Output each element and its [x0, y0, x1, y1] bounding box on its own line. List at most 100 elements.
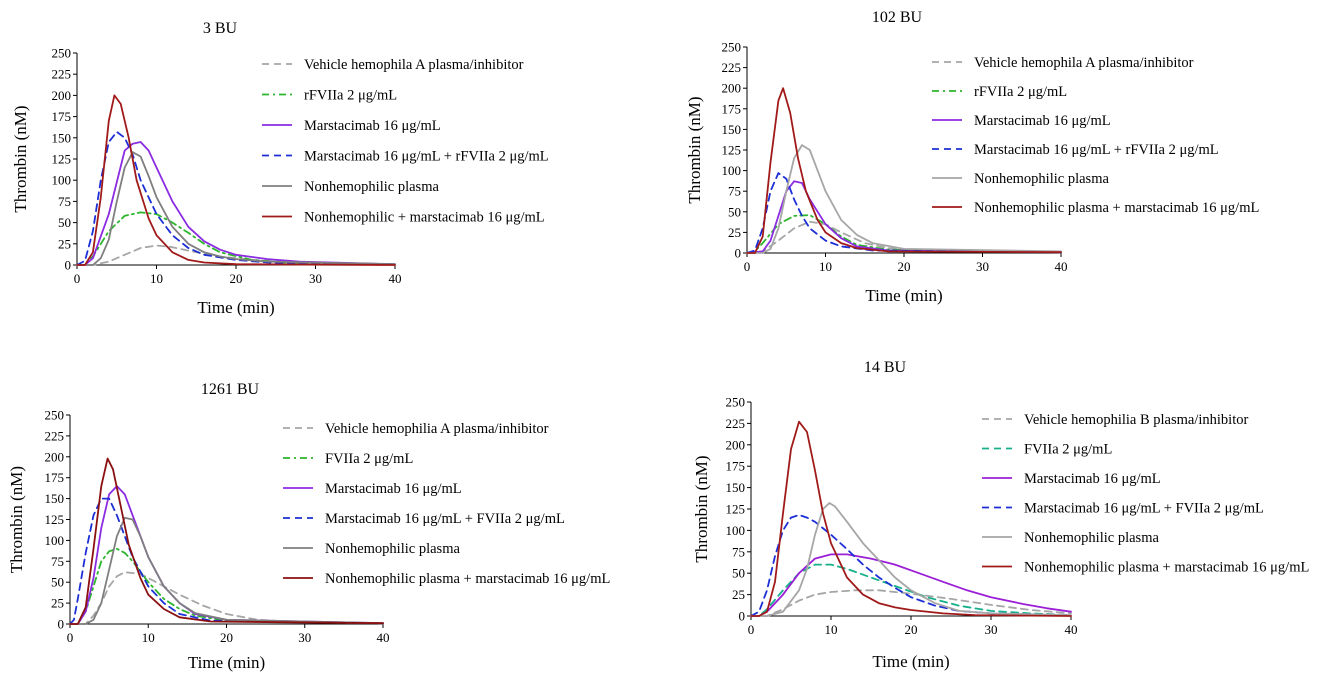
y-tick-label: 0 [65, 258, 72, 273]
series-line [76, 141, 396, 266]
series-line [69, 547, 384, 625]
x-tick-label: 0 [67, 630, 74, 645]
y-axis-title: Thrombin (nM) [685, 96, 704, 203]
y-tick-label: 25 [58, 236, 71, 251]
series-line [746, 144, 1062, 254]
x-axis-title: Time (min) [872, 652, 949, 671]
x-tick-label: 40 [377, 630, 390, 645]
y-tick-label: 50 [58, 215, 71, 230]
series-line [69, 497, 384, 625]
x-axis-title: Time (min) [188, 653, 265, 672]
series-line [750, 553, 1072, 617]
x-tick-label: 40 [1055, 259, 1068, 274]
legend-label: FVIIa 2 μg/mL [1024, 442, 1112, 458]
series-line [76, 151, 396, 266]
chart-panel: 1261 BU 0 25 50 75 100 125 150 175 200 225 250 0 10 20… [7, 381, 610, 672]
chart-title: 102 BU [872, 9, 923, 26]
chart-title: 14 BU [864, 359, 907, 376]
chart-panel: 102 BU 0 25 50 75 100 125 150 175 200 225 250 0 10 20 3… [685, 9, 1259, 305]
x-tick-label: 10 [142, 630, 155, 645]
chart-title: 3 BU [203, 20, 238, 37]
x-tick-label: 30 [976, 259, 989, 274]
legend-label: Nonhemophilic + marstacimab 16 μg/mL [304, 210, 545, 226]
legend-label: Marstacimab 16 μg/mL + rFVIIa 2 μg/mL [974, 142, 1219, 158]
y-tick-label: 200 [52, 88, 72, 103]
legend-label: Marstacimab 16 μg/mL [325, 481, 462, 497]
x-tick-label: 20 [905, 622, 918, 637]
y-tick-label: 125 [726, 502, 746, 517]
legend-label: Nonhemophilic plasma + marstacimab 16 μg… [974, 200, 1259, 216]
y-tick-label: 50 [732, 566, 745, 581]
y-tick-label: 250 [722, 40, 742, 55]
y-tick-label: 175 [52, 109, 72, 124]
y-axis-title: Thrombin (nM) [7, 466, 26, 573]
y-tick-label: 250 [52, 46, 72, 61]
x-axis-title: Time (min) [197, 298, 274, 317]
x-tick-label: 0 [744, 259, 751, 274]
y-tick-label: 25 [728, 225, 741, 240]
y-tick-label: 100 [726, 523, 746, 538]
y-tick-label: 100 [45, 533, 65, 548]
y-tick-label: 100 [52, 173, 72, 188]
series-line [746, 180, 1062, 254]
series-line [69, 516, 384, 625]
series-line [69, 571, 384, 625]
y-tick-label: 225 [52, 67, 72, 82]
series-line [750, 514, 1072, 617]
chart-title: 1261 BU [201, 381, 260, 398]
x-tick-label: 10 [819, 259, 832, 274]
y-tick-label: 200 [722, 81, 742, 96]
legend-label: Nonhemophilic plasma [325, 541, 460, 557]
y-tick-label: 250 [726, 395, 746, 410]
y-tick-label: 225 [722, 60, 742, 75]
y-tick-label: 175 [722, 101, 742, 116]
legend-label: Vehicle hemophilia A plasma/inhibitor [325, 421, 549, 437]
y-tick-label: 200 [726, 437, 746, 452]
series-line [69, 457, 384, 625]
legend-label: Vehicle hemophila A plasma/inhibitor [304, 57, 524, 73]
y-tick-label: 175 [45, 470, 65, 485]
chart-panel: 14 BU 0 25 50 75 100 125 150 175 200 225 250 0 10 20 30… [692, 359, 1309, 671]
series-line [76, 94, 396, 266]
y-tick-label: 250 [45, 408, 65, 423]
y-tick-label: 150 [52, 130, 72, 145]
y-tick-label: 100 [722, 163, 742, 178]
y-axis-title: Thrombin (nM) [692, 455, 711, 562]
y-tick-label: 25 [732, 587, 745, 602]
y-tick-label: 50 [51, 575, 64, 590]
chart-panel: 3 BU 0 25 50 75 100 125 150 175 200 225 250 0 10 20 30 4… [11, 20, 549, 317]
y-tick-label: 75 [51, 554, 64, 569]
y-tick-label: 75 [732, 544, 745, 559]
x-tick-label: 0 [748, 622, 755, 637]
y-tick-label: 0 [58, 617, 65, 632]
x-tick-label: 20 [230, 271, 243, 286]
y-axis-title: Thrombin (nM) [11, 105, 30, 212]
y-tick-label: 175 [726, 459, 746, 474]
y-tick-label: 150 [722, 122, 742, 137]
y-tick-label: 125 [722, 143, 742, 158]
series-line [750, 589, 1072, 617]
y-tick-label: 150 [45, 491, 65, 506]
x-tick-label: 40 [389, 271, 402, 286]
x-tick-label: 20 [220, 630, 233, 645]
legend-label: Marstacimab 16 μg/mL + FVIIa 2 μg/mL [325, 511, 565, 527]
legend-label: Nonhemophilic plasma + marstacimab 16 μg… [325, 571, 610, 587]
series-line [746, 87, 1062, 254]
series-line [750, 502, 1072, 617]
y-tick-label: 125 [45, 512, 65, 527]
legend-label: Vehicle hemophila A plasma/inhibitor [974, 55, 1194, 71]
y-tick-label: 225 [726, 416, 746, 431]
legend-label: Nonhemophilic plasma + marstacimab 16 μg… [1024, 560, 1309, 576]
y-tick-label: 0 [735, 246, 742, 261]
legend-label: Nonhemophilic plasma [974, 171, 1109, 187]
y-tick-label: 200 [45, 449, 65, 464]
legend-label: Marstacimab 16 μg/mL [1024, 471, 1161, 487]
legend-label: rFVIIa 2 μg/mL [304, 88, 397, 104]
series-line [750, 563, 1072, 617]
y-tick-label: 75 [728, 184, 741, 199]
legend-label: Marstacimab 16 μg/mL [304, 118, 441, 134]
x-tick-label: 40 [1065, 622, 1078, 637]
legend-label: Marstacimab 16 μg/mL [974, 113, 1111, 129]
x-tick-label: 30 [985, 622, 998, 637]
